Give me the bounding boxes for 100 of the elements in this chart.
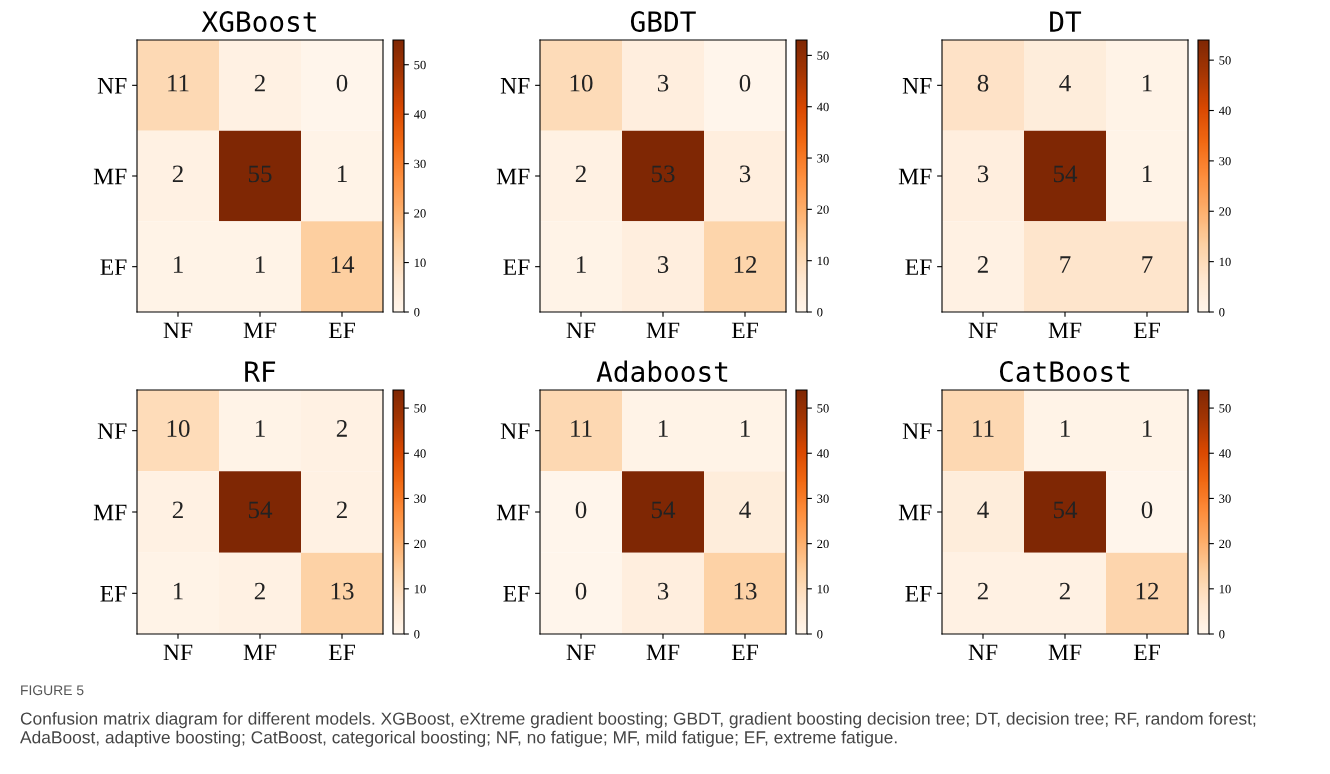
y-tick-label: MF (93, 168, 127, 185)
color-bar-label: 30 (1219, 156, 1231, 166)
chart-title: Adaboost (596, 360, 728, 383)
data-label: 2 (1059, 582, 1070, 600)
chart-title: DT (1050, 11, 1082, 32)
data-label: 1 (255, 420, 265, 437)
data-label: 53 (651, 165, 675, 183)
data-label: 7 (1142, 256, 1153, 273)
color-bar-label: 10 (414, 258, 426, 268)
color-bar-label: 0 (1219, 308, 1225, 317)
x-tick-label: NF (566, 644, 596, 661)
data-label: 1 (1142, 165, 1152, 183)
data-label: 10 (167, 420, 190, 437)
color-bar-label: 20 (817, 205, 829, 214)
data-label: 2 (172, 501, 183, 519)
x-tick-label: MF (646, 322, 680, 339)
data-label: 3 (977, 165, 989, 183)
x-tick-label: EF (731, 644, 758, 661)
y-tick-label: NF (97, 423, 127, 439)
x-tick-label: EF (1133, 644, 1160, 661)
data-label: 14 (331, 256, 355, 273)
data-label: 8 (977, 74, 989, 92)
y-tick-label: MF (496, 168, 530, 185)
color-bar-label: 20 (817, 539, 829, 549)
data-label: 1 (337, 165, 347, 183)
data-label: 0 (575, 501, 587, 519)
color-bar-label: 50 (817, 404, 829, 413)
color-bar-label: 40 (1218, 106, 1231, 115)
x-tick-label: EF (328, 644, 355, 661)
x-tick-label: MF (646, 644, 680, 661)
color-bar-label: 10 (817, 584, 829, 594)
color-bar-label: 30 (817, 154, 829, 163)
data-label: 2 (575, 165, 586, 183)
data-label: 0 (739, 74, 751, 92)
color-bar-label: 50 (817, 51, 829, 60)
color-bar-label: 10 (1219, 257, 1231, 267)
chart-title: XGBoost (201, 11, 316, 33)
color-bar-label: 20 (1219, 207, 1231, 216)
color-bar-label: 20 (1219, 539, 1231, 549)
chart-title: GBDT (630, 11, 696, 33)
color-bar-label: 30 (414, 159, 426, 169)
color-bar-label: 0 (817, 308, 823, 317)
data-label: 12 (734, 256, 757, 273)
y-tick-label: MF (496, 504, 530, 521)
y-tick-label: MF (898, 168, 932, 185)
y-tick-label: EF (100, 259, 127, 275)
data-label: 3 (657, 74, 669, 92)
color-bar-label: 50 (414, 60, 426, 70)
data-label: 10 (570, 74, 593, 92)
caption: FIGURE 5 (21, 685, 84, 696)
color-bar-label: 20 (414, 539, 426, 549)
x-tick-label: NF (566, 322, 596, 339)
color-bar-label: 40 (1218, 449, 1231, 458)
data-label: 54 (248, 501, 273, 519)
data-label: 1 (1142, 420, 1152, 437)
data-label: 2 (977, 582, 988, 600)
data-label: 54 (1053, 165, 1078, 183)
color-bar-label: 10 (817, 256, 829, 266)
data-label: 2 (977, 256, 988, 273)
color-bar-label: 40 (413, 110, 426, 119)
data-label: 2 (172, 165, 183, 183)
y-tick-label: EF (100, 586, 127, 602)
x-tick-label: NF (163, 644, 193, 661)
data-label: 4 (739, 501, 751, 519)
y-tick-label: EF (905, 259, 932, 275)
y-tick-label: NF (97, 78, 127, 94)
color-bar-label: 30 (414, 494, 426, 503)
color-bar-label: 0 (1219, 630, 1225, 639)
data-label: 1 (658, 420, 668, 437)
data-label: 3 (657, 256, 669, 273)
data-label: 12 (1136, 582, 1159, 600)
color-bar-label: 50 (414, 404, 426, 413)
color-bar-label: 10 (1219, 584, 1231, 594)
data-label: 54 (1053, 501, 1078, 519)
data-label: 11 (168, 74, 189, 92)
data-label: 0 (336, 74, 348, 92)
color-bar-label: 0 (414, 630, 420, 639)
data-label: 13 (734, 582, 757, 600)
text: Confusion matrix diagram for different models. XGBoost, eXtreme gradient boosting; GBDT, gradient boosting decision tree; DT, decision tree; RF, random forest; AdaBoost, adaptive boosting; CatBoost, categorical boosting; NF, no fatigue; MF, mild fatigue; EF, extreme fatigue. (20, 712, 1256, 747)
x-tick-label: MF (1048, 644, 1082, 661)
data-label: 1 (173, 256, 183, 273)
data-label: 1 (1142, 74, 1152, 92)
data-label: 4 (977, 501, 989, 519)
y-tick-label: MF (898, 504, 932, 521)
chart-title: RF (245, 361, 276, 382)
data-label: 55 (248, 165, 272, 183)
color-bar-label: 20 (414, 209, 426, 218)
data-label: 2 (336, 501, 347, 519)
data-label: 3 (657, 582, 669, 600)
x-tick-label: EF (731, 322, 758, 339)
x-tick-label: MF (1048, 322, 1082, 339)
color-bar-label: 0 (414, 308, 420, 317)
data-label: 54 (651, 501, 676, 519)
y-tick-label: EF (503, 259, 530, 275)
data-label: 11 (973, 420, 994, 437)
x-tick-label: EF (328, 322, 355, 339)
data-label: 1 (740, 420, 750, 437)
y-tick-label: MF (93, 504, 127, 521)
x-tick-label: EF (1133, 322, 1160, 339)
color-bar-label: 50 (1219, 404, 1231, 413)
